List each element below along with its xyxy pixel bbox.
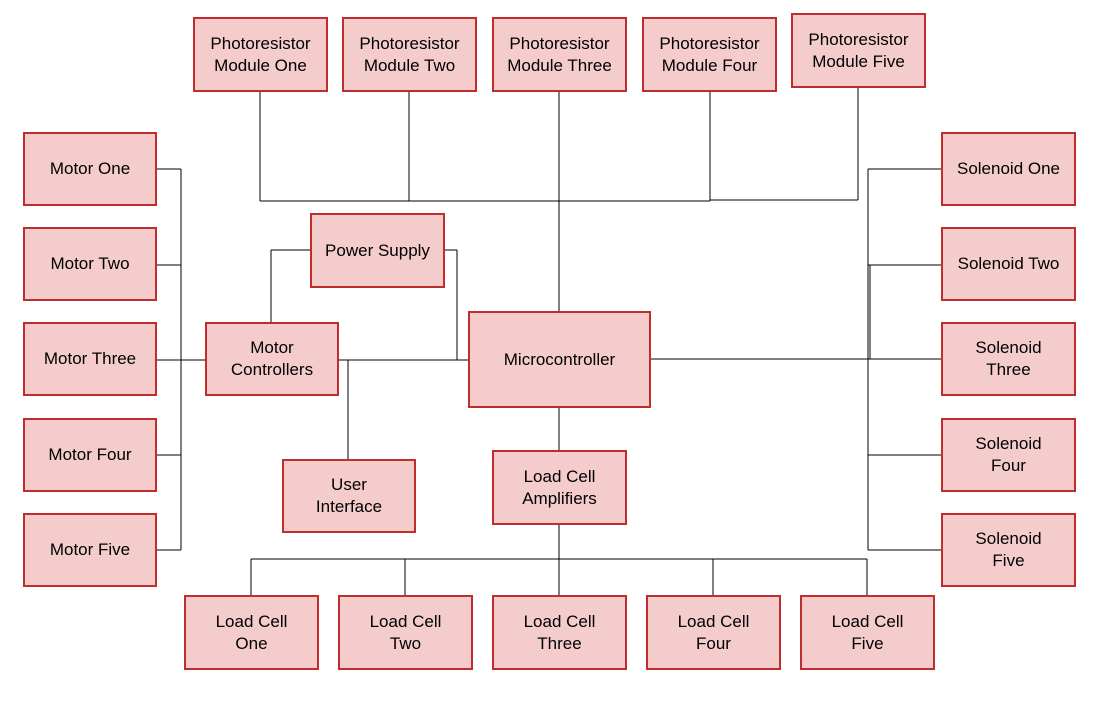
node-label: Photoresistor Module Two [359, 33, 460, 75]
load-cell-five: Load Cell Five [800, 595, 935, 670]
node-label: Load Cell Five [831, 611, 904, 653]
node-label: User Interface [315, 475, 383, 516]
motor-three: Motor Three [23, 322, 157, 396]
node-label: Solenoid Two [957, 254, 1060, 273]
motor-controllers: Motor Controllers [205, 322, 339, 396]
node-label: Load Cell Amplifiers [522, 466, 597, 508]
load-cell-one: Load Cell One [184, 595, 319, 670]
node-label: Motor Four [48, 445, 132, 464]
node-label: Motor Three [43, 349, 137, 368]
load-cell-amplifiers: Load Cell Amplifiers [492, 450, 627, 525]
node-label: Photoresistor Module Three [507, 33, 612, 75]
node-label: Load Cell Three [523, 611, 596, 653]
node-label: Motor One [49, 159, 131, 178]
photoresistor-module-two: Photoresistor Module Two [342, 17, 477, 92]
solenoid-five: Solenoid Five [941, 513, 1076, 587]
photoresistor-module-five: Photoresistor Module Five [791, 13, 926, 88]
photoresistor-module-four: Photoresistor Module Four [642, 17, 777, 92]
user-interface: User Interface [282, 459, 416, 533]
node-label: Solenoid Five [975, 529, 1042, 570]
load-cell-two: Load Cell Two [338, 595, 473, 670]
node-label: Photoresistor Module One [210, 33, 311, 75]
node-label: Load Cell Two [369, 611, 442, 653]
node-label: Photoresistor Module Four [659, 33, 760, 75]
node-label: Solenoid Four [975, 434, 1042, 475]
node-label: Motor Five [49, 540, 131, 559]
node-label: Load Cell Four [677, 611, 750, 653]
load-cell-four: Load Cell Four [646, 595, 781, 670]
node-label: Load Cell One [215, 611, 288, 653]
node-label: Photoresistor Module Five [808, 29, 909, 71]
node-label: Solenoid One [956, 159, 1061, 178]
node-label: Solenoid Three [975, 338, 1042, 379]
microcontroller: Microcontroller [468, 311, 651, 408]
node-label: Power Supply [325, 240, 430, 260]
solenoid-two: Solenoid Two [941, 227, 1076, 301]
solenoid-one: Solenoid One [941, 132, 1076, 206]
solenoid-three: Solenoid Three [941, 322, 1076, 396]
photoresistor-module-one: Photoresistor Module One [193, 17, 328, 92]
motor-one: Motor One [23, 132, 157, 206]
motor-five: Motor Five [23, 513, 157, 587]
power-supply: Power Supply [310, 213, 445, 288]
solenoid-four: Solenoid Four [941, 418, 1076, 492]
motor-two: Motor Two [23, 227, 157, 301]
node-label: Motor Two [50, 254, 130, 273]
motor-four: Motor Four [23, 418, 157, 492]
load-cell-three: Load Cell Three [492, 595, 627, 670]
node-label: Microcontroller [503, 349, 616, 369]
photoresistor-module-three: Photoresistor Module Three [492, 17, 627, 92]
node-label: Motor Controllers [230, 338, 314, 379]
